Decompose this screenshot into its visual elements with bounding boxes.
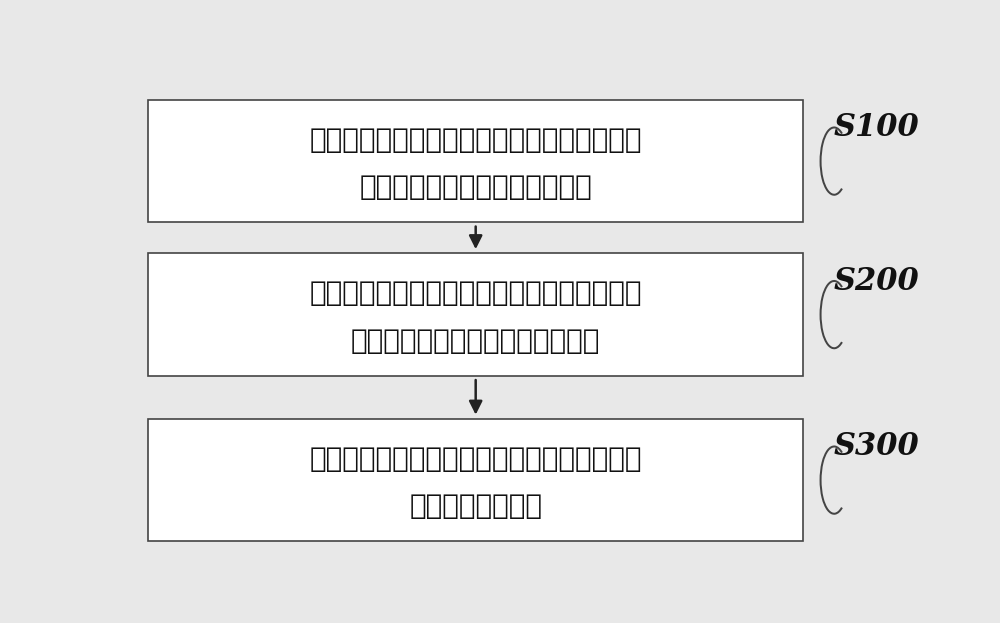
Text: S100: S100	[834, 112, 920, 143]
Text: 根据所述超声波信号并利用双曲面定位法确定: 根据所述超声波信号并利用双曲面定位法确定	[309, 445, 642, 472]
FancyBboxPatch shape	[148, 100, 803, 222]
Text: 的局部放电点产生的超声波信号: 的局部放电点产生的超声波信号	[359, 173, 592, 201]
FancyBboxPatch shape	[148, 254, 803, 376]
Text: S200: S200	[834, 265, 920, 297]
Text: S300: S300	[834, 431, 920, 462]
Text: 利用超声波探头在变压器油箱外侧检测变压器: 利用超声波探头在变压器油箱外侧检测变压器	[309, 125, 642, 153]
Text: 处理包括模电转换及模数转换处理: 处理包括模电转换及模数转换处理	[351, 327, 600, 355]
Text: 局部放电点的位置: 局部放电点的位置	[409, 493, 542, 520]
FancyBboxPatch shape	[148, 419, 803, 541]
Text: 对所述超声波信号进行预处理；其中，所述预: 对所述超声波信号进行预处理；其中，所述预	[309, 279, 642, 307]
